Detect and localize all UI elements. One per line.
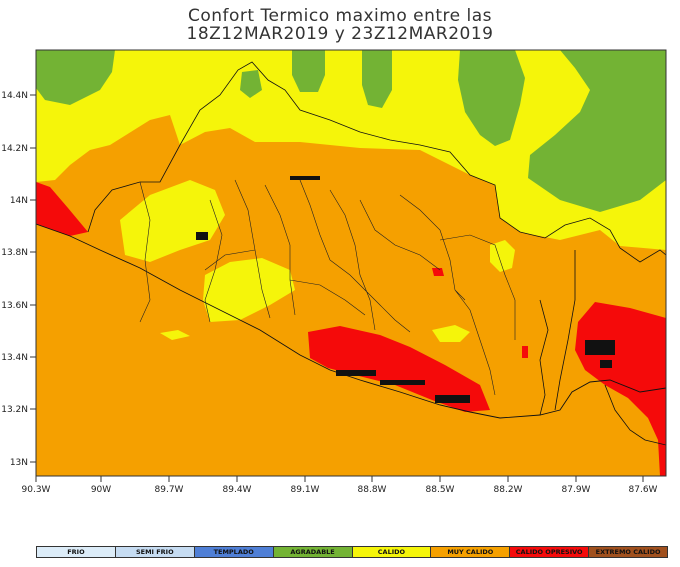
region-calido-opresivo-s: [308, 326, 490, 412]
map-title-line2: 18Z12MAR2019 y 23Z12MAR2019: [186, 24, 494, 44]
color-legend: FRIO SEMI FRIO TEMPLADO AGRADABLE CALIDO…: [36, 546, 668, 558]
legend-item: MUY CALIDO: [431, 547, 511, 557]
lat-tick-label: 13.2N: [1, 405, 28, 415]
lat-tick-label: 13.8N: [1, 248, 28, 258]
region-agradable-e: [528, 50, 666, 212]
legend-item: EXTREMO CALIDO: [589, 547, 667, 557]
region-calido-opresivo-dot2: [522, 346, 528, 358]
lon-tick-label: 89.1W: [291, 485, 320, 495]
lon-tick-label: 88.8W: [358, 485, 387, 495]
lon-tick-label: 89.7W: [155, 485, 184, 495]
region-calido-opresivo-w: [36, 182, 88, 236]
lon-tick-label: 90W: [91, 485, 111, 495]
national-border: [87, 61, 621, 249]
lon-tick-label: 88.5W: [426, 485, 455, 495]
lat-tick-label: 14.2N: [1, 144, 28, 154]
region-calido-opresivo-dot: [432, 268, 444, 276]
map-frame: [35, 49, 667, 477]
lon-tick-label: 90.3W: [22, 485, 51, 495]
region-agradable-n2: [292, 50, 325, 92]
lon-tick-label: 88.2W: [494, 485, 523, 495]
lat-tick-label: 13.4N: [1, 353, 28, 363]
lon-tick-label: 89.4W: [223, 485, 252, 495]
region-calido-patch-coast: [160, 330, 190, 340]
department-boundaries: [139, 179, 516, 396]
legend-item: CALIDO: [352, 547, 432, 557]
legend-item: AGRADABLE: [273, 547, 353, 557]
legend-item: CALIDO OPRESIVO: [510, 547, 590, 557]
lon-tick-label: 87.9W: [562, 485, 591, 495]
region-calido-west: [120, 180, 225, 262]
region-calido-central: [203, 258, 295, 322]
region-agradable-ne: [458, 50, 525, 146]
lat-tick-label: 13N: [10, 458, 28, 468]
latitude-ticks: 14.4N 14.2N 14N 13.8N 13.6N 13.4N 13.2N …: [1, 91, 36, 468]
longitude-ticks: 90.3W 90W 89.7W 89.4W 89.1W 88.8W 88.5W …: [22, 476, 658, 495]
region-agradable-n1: [240, 70, 262, 98]
region-agradable-nw: [36, 50, 115, 105]
coastal-islands: [196, 176, 615, 403]
region-agradable-n3: [362, 50, 392, 108]
lat-tick-label: 14.4N: [1, 91, 28, 101]
legend-item: SEMI FRIO: [115, 547, 195, 557]
legend-item: FRIO: [37, 547, 116, 557]
lon-tick-label: 87.6W: [629, 485, 658, 495]
lat-tick-label: 14N: [10, 196, 28, 206]
gulf-border: [539, 247, 666, 446]
map-title-line1: Confort Termico maximo entre las: [187, 6, 493, 26]
lat-tick-label: 13.6N: [1, 301, 28, 311]
region-calido-patch-south: [432, 325, 470, 342]
legend-item: TEMPLADO: [194, 547, 274, 557]
coastline: [36, 223, 666, 419]
